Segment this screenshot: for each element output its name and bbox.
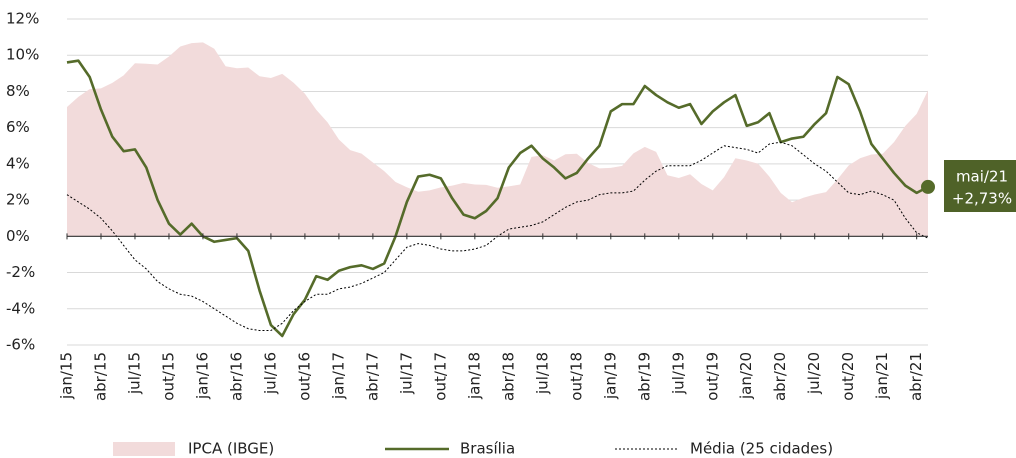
last-point <box>921 179 935 194</box>
x-tick-label: abr/21 <box>907 352 925 401</box>
axis <box>66 233 928 240</box>
x-tick-label: jul/17 <box>397 352 415 395</box>
y-tick-label: -2% <box>6 263 35 281</box>
x-tick-label: abr/16 <box>227 352 245 401</box>
x-tick-label: abr/19 <box>635 352 653 401</box>
y-tick-label: 8% <box>6 82 30 100</box>
x-tick-label: abr/20 <box>771 352 789 401</box>
x-tick-label: jan/18 <box>465 352 483 400</box>
annotation-text: +2,73% <box>952 190 1012 208</box>
data <box>66 42 929 338</box>
x-tick-label: out/15 <box>159 352 177 401</box>
y-tick-label: -6% <box>6 336 35 354</box>
x-tick-label: abr/17 <box>363 352 381 401</box>
x-tick-label: abr/15 <box>91 352 109 401</box>
area <box>67 42 928 237</box>
x-tick-label: jul/19 <box>669 352 687 395</box>
x-tick-label: out/18 <box>567 352 585 401</box>
annotation-text: mai/21 <box>956 168 1008 186</box>
y-tick-label: 10% <box>6 46 39 64</box>
x-tick-label: out/17 <box>431 352 449 401</box>
x-tick-label: out/19 <box>703 352 721 401</box>
legend-label: Média (25 cidades) <box>690 440 833 458</box>
x-tick-label: jul/15 <box>125 352 143 395</box>
x-tick-label: jan/15 <box>58 352 76 400</box>
x-tick-label: jan/21 <box>873 352 891 400</box>
x-tick-label: jan/16 <box>193 352 211 400</box>
legend-label: Brasília <box>460 440 515 458</box>
y-tick-label: 2% <box>6 191 30 209</box>
y-tick-label: -4% <box>6 299 35 317</box>
x-tick-label: jan/20 <box>737 352 755 400</box>
y-tick-label: 0% <box>6 227 30 245</box>
y-tick-label: 6% <box>6 118 30 136</box>
series-line <box>66 59 929 338</box>
x-tick-label: out/16 <box>295 352 313 401</box>
x-tick-label: jan/19 <box>601 352 619 400</box>
legend-label: IPCA (IBGE) <box>188 440 274 458</box>
x-tick-label: jul/16 <box>261 352 279 395</box>
y-tick-label: 4% <box>6 154 30 172</box>
x-tick-label: out/20 <box>839 352 857 401</box>
x-tick-label: jul/20 <box>805 352 823 395</box>
legend-swatch <box>113 442 175 456</box>
x-tick-label: jan/17 <box>329 352 347 400</box>
x-tick-label: jul/18 <box>533 352 551 395</box>
x-tick-label: abr/18 <box>499 352 517 401</box>
y-tick-label: 12% <box>6 10 39 28</box>
annotation-box <box>944 160 1016 212</box>
